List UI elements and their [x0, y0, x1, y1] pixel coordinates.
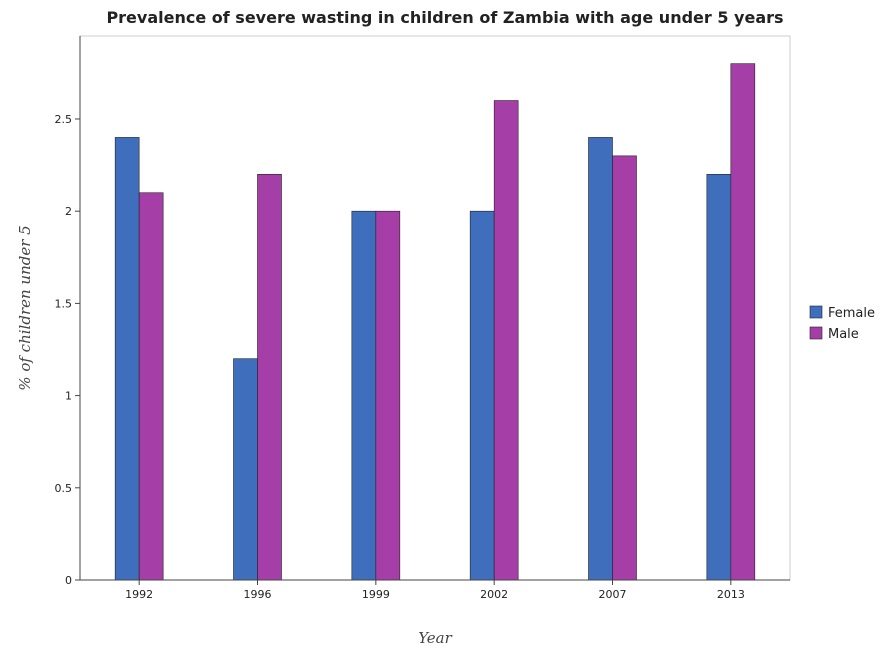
x-tick-label: 1992	[125, 588, 153, 601]
x-axis: 1992 1996 1999 2002 2007 2013	[125, 580, 745, 601]
bar-male-1999	[375, 210, 401, 581]
legend-label-female: Female	[828, 306, 875, 321]
y-tick-label: 2	[65, 205, 72, 218]
bar-male-1996	[257, 174, 282, 581]
x-tick-label: 2013	[717, 588, 745, 601]
bar-female-2002	[469, 210, 495, 581]
bars-group	[114, 63, 756, 581]
chart-title: Prevalence of severe wasting in children…	[106, 8, 784, 27]
bar-female-2007	[588, 137, 613, 581]
legend-swatch-male	[809, 326, 823, 340]
y-axis-title: % of children under 5	[16, 225, 34, 390]
bar-female-2013	[706, 174, 732, 581]
bar-female-1999	[351, 210, 377, 581]
bar-male-2007	[612, 155, 637, 581]
bar-male-2013	[730, 63, 756, 581]
y-tick-label: 1.5	[55, 297, 73, 310]
bar-female-1992	[114, 137, 140, 581]
y-tick-label: 2.5	[55, 113, 73, 126]
legend-swatch-female	[809, 305, 823, 319]
x-tick-label: 1999	[362, 588, 390, 601]
y-tick-label: 0.5	[55, 482, 73, 495]
plot-area	[79, 35, 791, 581]
x-tick-label: 2002	[480, 588, 508, 601]
bar-male-1992	[138, 192, 164, 581]
x-axis-title: Year	[418, 629, 452, 647]
y-tick-label: 0	[65, 574, 72, 587]
x-tick-label: 2007	[599, 588, 627, 601]
y-axis: 0 0.5 1 1.5 2 2.5	[55, 113, 80, 587]
bar-male-2002	[493, 100, 519, 581]
bar-female-1996	[233, 358, 258, 581]
legend-label-male: Male	[828, 327, 859, 342]
legend: Female Male	[809, 305, 875, 342]
x-tick-label: 1996	[244, 588, 272, 601]
y-tick-label: 1	[65, 390, 72, 403]
